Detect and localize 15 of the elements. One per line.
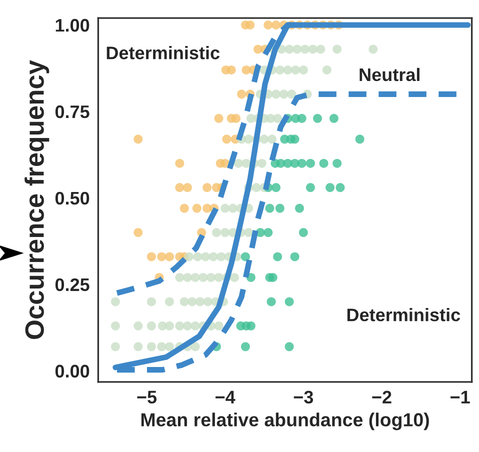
- x-tick-label: −2: [372, 390, 392, 404]
- y-tick-label: 0.00: [55, 364, 90, 378]
- y-tick-label: 0.75: [55, 105, 90, 118]
- annotation: Deterministic: [347, 308, 460, 322]
- y-tick-label: 0.50: [55, 192, 90, 205]
- x-tick-label: −1: [450, 390, 470, 404]
- y-tick-label: 0.25: [55, 278, 90, 292]
- y-axis-title: Occurrence frequency: [24, 60, 50, 339]
- x-tick-label: −4: [216, 390, 236, 404]
- annotation: Deterministic: [106, 46, 220, 60]
- x-axis-title: Mean relative abundance (log10): [141, 412, 429, 430]
- x-tick-label: −3: [294, 390, 314, 404]
- annotation: Neutral: [360, 68, 420, 82]
- x-tick-label: −5: [137, 390, 157, 404]
- y-tick-label: 1.00: [56, 18, 90, 32]
